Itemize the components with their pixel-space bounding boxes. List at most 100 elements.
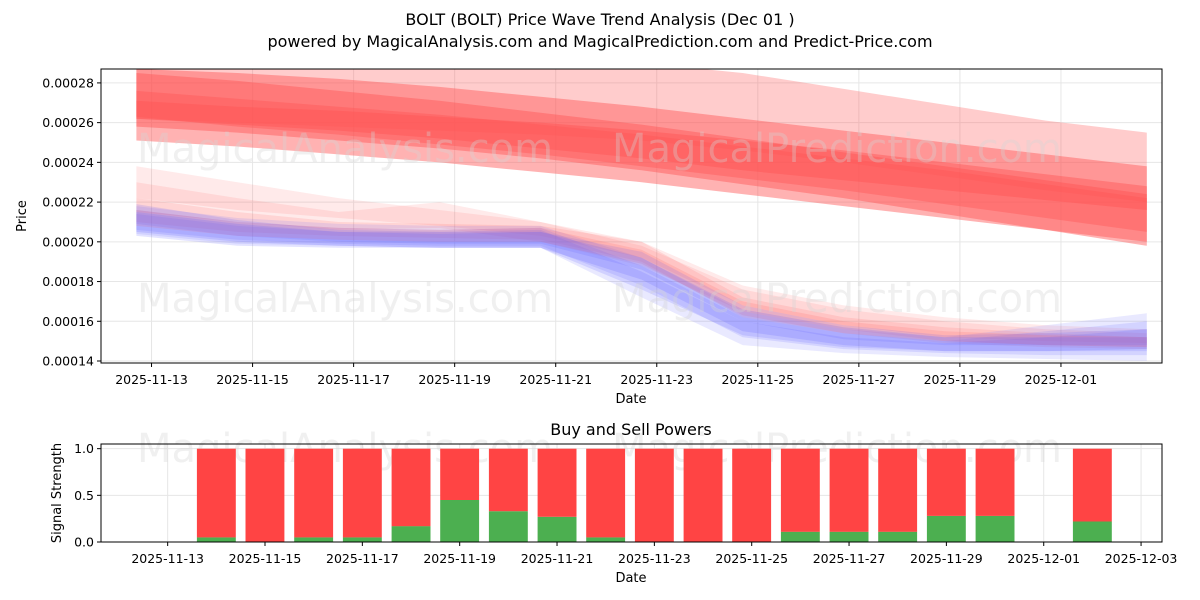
signal-y-tick-label: 0.5 — [74, 488, 94, 503]
sell-bar — [829, 448, 869, 532]
chart-title-line1: BOLT (BOLT) Price Wave Trend Analysis (D… — [405, 10, 794, 29]
price-y-tick-label: 0.00026 — [42, 115, 94, 130]
price-x-ticks: 2025-11-13 2025-11-15 2025-11-17 2025-11-19… — [115, 363, 1097, 387]
price-x-tick-label: 2025-11-15 — [216, 372, 289, 387]
wave-band-blue — [136, 212, 1147, 352]
price-x-tick-label: 2025-11-27 — [823, 372, 896, 387]
signal-x-tick-label: 2025-11-13 — [131, 551, 204, 566]
forecast-band-red — [136, 90, 1147, 232]
price-gridlines — [101, 69, 1162, 363]
wave-band-red — [136, 182, 1147, 348]
buy-bar — [829, 531, 869, 542]
price-y-tick-label: 0.00016 — [42, 314, 94, 329]
signal-bars — [196, 448, 1112, 542]
signal-plot: Buy and Sell Powers MagicalAnalysis.com … — [50, 420, 1177, 586]
signal-y-ticks: 0.0 0.5 1.0 — [74, 441, 101, 550]
watermark-prediction-top: MagicalPrediction.com — [612, 126, 1062, 172]
watermark-analysis-mid: MagicalAnalysis.com — [137, 276, 553, 322]
forecast-band-red — [136, 69, 1147, 210]
forecast-band-red — [136, 100, 1147, 246]
forecast-band-red — [136, 73, 1147, 242]
sell-bar — [440, 448, 480, 500]
signal-x-tick-label: 2025-11-25 — [715, 551, 788, 566]
wave-band-red — [136, 210, 1147, 348]
price-x-tick-label: 2025-11-19 — [418, 372, 491, 387]
signal-x-ticks: 2025-11-13 2025-11-15 2025-11-17 2025-11-19… — [131, 542, 1177, 566]
wave-band-blue — [136, 204, 1147, 346]
price-x-tick-label: 2025-11-21 — [519, 372, 592, 387]
buy-bar — [488, 511, 528, 542]
sell-bar — [975, 448, 1015, 516]
sell-bar — [245, 448, 285, 542]
sell-bar — [634, 448, 674, 542]
price-x-tick-label: 2025-11-17 — [317, 372, 390, 387]
buy-bar — [780, 531, 820, 542]
signal-x-tick-label: 2025-11-27 — [813, 551, 886, 566]
signal-x-tick-label: 2025-11-15 — [229, 551, 302, 566]
price-x-axis-label: Date — [615, 392, 646, 407]
price-x-tick-label: 2025-11-25 — [721, 372, 794, 387]
signal-y-axis-label: Signal Strength — [50, 443, 65, 543]
wave-band-blue — [136, 206, 1147, 361]
price-plot-border — [100, 68, 1163, 364]
price-x-tick-label: 2025-11-23 — [620, 372, 693, 387]
sell-bar — [780, 448, 820, 532]
wave-band-red — [136, 198, 1147, 350]
price-y-ticks: 0.00014 0.00016 0.00018 0.00020 0.00022 0.000… — [42, 75, 101, 369]
buy-bar — [440, 500, 480, 542]
signal-plot-title: Buy and Sell Powers — [550, 420, 712, 439]
price-x-tick-label: 2025-12-01 — [1025, 372, 1098, 387]
buy-bar — [196, 537, 236, 542]
price-y-tick-label: 0.00018 — [42, 274, 94, 289]
price-y-tick-label: 0.00014 — [42, 354, 94, 369]
signal-x-tick-label: 2025-11-17 — [326, 551, 399, 566]
signal-x-tick-label: 2025-12-01 — [1007, 551, 1080, 566]
buy-bar — [294, 537, 334, 542]
forecast-band-red — [136, 69, 1147, 203]
price-plot: MagicalAnalysis.com MagicalPrediction.co… — [15, 68, 1163, 407]
signal-x-axis-label: Date — [615, 571, 646, 586]
buy-bar — [342, 537, 382, 542]
price-y-axis-label: Price — [15, 200, 30, 232]
buy-bar — [878, 531, 918, 542]
sell-bar — [586, 448, 626, 538]
signal-x-tick-label: 2025-11-29 — [910, 551, 983, 566]
sell-bar — [683, 448, 723, 542]
watermark-analysis-top: MagicalAnalysis.com — [137, 126, 553, 172]
wave-band-blue — [136, 210, 1147, 356]
sell-bar — [391, 448, 431, 527]
signal-x-tick-label: 2025-11-21 — [521, 551, 594, 566]
signal-y-tick-label: 1.0 — [74, 441, 94, 456]
signal-x-tick-label: 2025-11-23 — [618, 551, 691, 566]
sell-bar — [488, 448, 528, 512]
signal-plot-border — [100, 443, 1163, 543]
sell-bar — [732, 448, 772, 542]
wave-band-blue — [136, 214, 1147, 352]
sell-bar — [537, 448, 577, 517]
chart-title-line2: powered by MagicalAnalysis.com and Magic… — [267, 32, 932, 51]
buy-bar — [391, 526, 431, 542]
signal-x-tick-label: 2025-12-03 — [1105, 551, 1178, 566]
sell-bar — [342, 448, 382, 538]
watermark-prediction-mid: MagicalPrediction.com — [612, 276, 1062, 322]
buy-bar — [1072, 521, 1112, 542]
sell-bar — [294, 448, 334, 538]
price-x-tick-label: 2025-11-13 — [115, 372, 188, 387]
price-y-tick-label: 0.00028 — [42, 75, 94, 90]
signal-x-tick-label: 2025-11-19 — [423, 551, 496, 566]
sell-bar — [926, 448, 966, 516]
buy-bar — [586, 537, 626, 542]
price-x-tick-label: 2025-11-29 — [924, 372, 997, 387]
sell-bar — [196, 448, 236, 538]
price-plot-frame — [101, 69, 1162, 363]
signal-y-tick-label: 0.0 — [74, 535, 94, 550]
sell-bar — [1072, 448, 1112, 522]
buy-bar — [975, 515, 1015, 542]
price-y-tick-label: 0.00022 — [42, 195, 94, 210]
buy-bar — [926, 515, 966, 542]
price-bands — [136, 69, 1147, 361]
price-y-tick-label: 0.00024 — [42, 155, 94, 170]
buy-bar — [537, 516, 577, 542]
sell-bar — [878, 448, 918, 532]
